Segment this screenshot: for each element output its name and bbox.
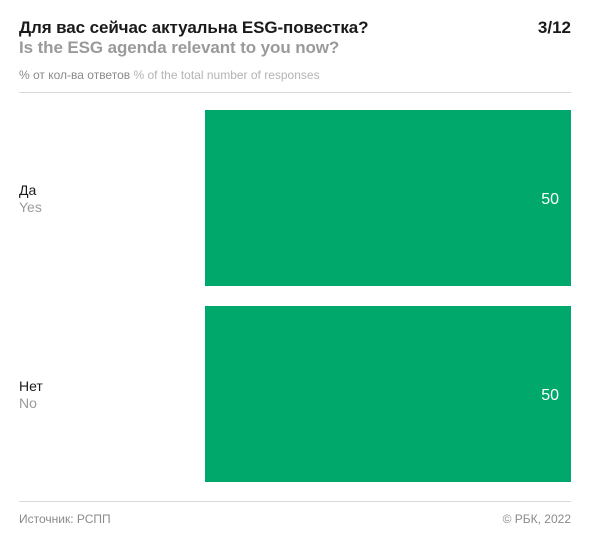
bar-1 xyxy=(205,306,571,482)
chart-title-en: Is the ESG agenda relevant to you now? xyxy=(19,38,340,57)
subtitle-en: % of the total number of responses xyxy=(133,68,320,82)
page-counter: 3/12 xyxy=(537,18,571,37)
subtitle-ru: % от кол-ва ответов xyxy=(19,68,131,82)
category-label-ru-1: Нет xyxy=(19,378,43,394)
chart-title-ru: Для вас сейчас актуальна ESG-повестка? xyxy=(19,18,369,37)
category-label-en-1: No xyxy=(19,395,37,411)
top-divider xyxy=(19,92,571,93)
bar-value-label-0: 50 xyxy=(541,191,559,208)
chart-subtitle: % от кол-ва ответов % of the total numbe… xyxy=(19,68,320,82)
bar-value-label-1: 50 xyxy=(541,387,559,404)
category-label-ru-0: Да xyxy=(19,182,36,198)
source-note: Источник: РСПП xyxy=(19,512,111,526)
copyright-note: © РБК, 2022 xyxy=(502,512,571,526)
bar-0 xyxy=(205,110,571,286)
bottom-divider xyxy=(19,501,571,502)
category-label-en-0: Yes xyxy=(19,199,42,215)
